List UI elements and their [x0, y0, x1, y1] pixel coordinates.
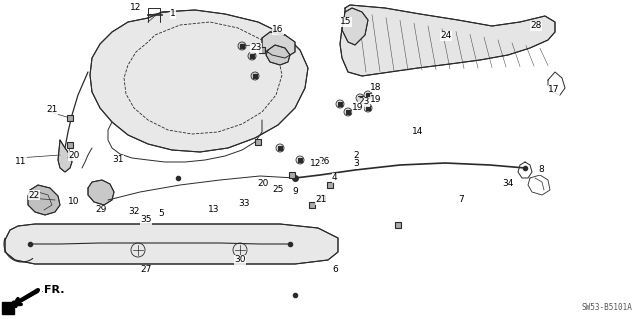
Text: 12: 12: [310, 159, 321, 167]
Text: 33: 33: [238, 199, 250, 209]
Text: 10: 10: [68, 197, 79, 206]
Polygon shape: [5, 224, 338, 264]
Text: 34: 34: [502, 179, 513, 188]
Polygon shape: [58, 140, 72, 172]
Polygon shape: [340, 5, 555, 76]
Text: 31: 31: [112, 155, 124, 165]
Text: 27: 27: [140, 265, 152, 275]
Text: 9: 9: [292, 188, 298, 197]
Text: 11: 11: [15, 158, 26, 167]
Text: 30: 30: [234, 256, 246, 264]
Text: 17: 17: [548, 85, 559, 94]
Text: 3: 3: [353, 160, 359, 168]
Text: 20: 20: [257, 179, 268, 188]
Polygon shape: [28, 185, 60, 215]
Text: 23: 23: [250, 43, 261, 53]
Text: AR.: AR.: [42, 291, 45, 292]
Text: 6: 6: [332, 265, 338, 275]
Text: SW53-B5101A: SW53-B5101A: [581, 303, 632, 312]
Text: 2: 2: [353, 151, 358, 160]
Text: 21: 21: [46, 106, 58, 115]
Text: 22: 22: [28, 190, 39, 199]
Text: 1: 1: [170, 10, 176, 19]
Text: 18: 18: [370, 83, 381, 92]
Polygon shape: [262, 32, 295, 58]
Text: 32: 32: [128, 207, 140, 217]
Text: 26: 26: [318, 158, 330, 167]
Text: 19: 19: [352, 103, 364, 113]
Polygon shape: [88, 180, 114, 205]
Text: 16: 16: [272, 26, 284, 34]
Text: 7: 7: [458, 196, 464, 204]
Text: 23: 23: [358, 98, 369, 107]
Text: FR.: FR.: [44, 285, 65, 295]
Text: 15: 15: [340, 18, 351, 26]
Text: 28: 28: [530, 21, 541, 31]
Text: 12: 12: [130, 3, 141, 11]
Text: 21: 21: [315, 196, 326, 204]
Text: 29: 29: [95, 205, 106, 214]
Text: 4: 4: [332, 174, 338, 182]
Text: 5: 5: [158, 209, 164, 218]
Text: 20: 20: [68, 152, 79, 160]
Text: 24: 24: [440, 32, 451, 41]
Text: 19: 19: [370, 94, 381, 103]
Text: 25: 25: [272, 186, 284, 195]
Text: 8: 8: [538, 166, 544, 174]
Text: 13: 13: [208, 205, 220, 214]
Polygon shape: [266, 45, 290, 65]
Polygon shape: [342, 8, 368, 45]
Polygon shape: [90, 10, 308, 152]
Text: 14: 14: [412, 128, 424, 137]
Text: 35: 35: [140, 216, 152, 225]
